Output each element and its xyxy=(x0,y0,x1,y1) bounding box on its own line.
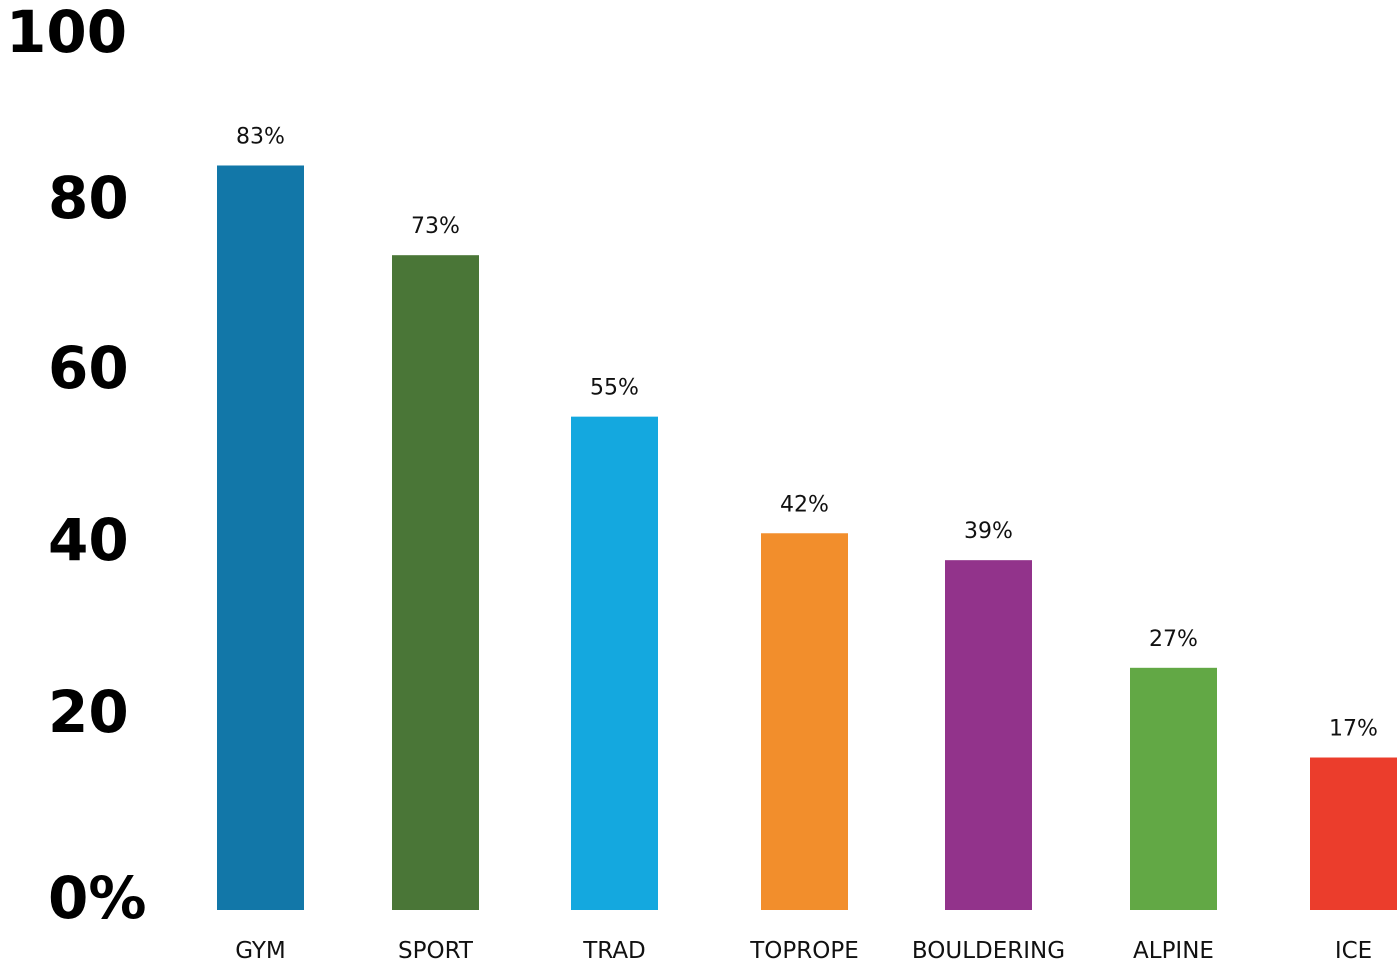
bar-bouldering xyxy=(945,560,1032,910)
x-tick-label: BOULDERING xyxy=(912,938,1065,962)
y-axis: 0% 20 40 60 80 100 xyxy=(6,0,146,932)
bar-sport xyxy=(392,255,479,910)
bar-ice xyxy=(1310,757,1397,910)
bar-gym xyxy=(217,165,304,911)
bar-toprope xyxy=(761,533,848,910)
data-label: 83% xyxy=(236,124,285,149)
y-tick-label: 20 xyxy=(48,678,129,746)
data-label: 55% xyxy=(590,376,639,401)
x-tick-label: ALPINE xyxy=(1133,938,1214,962)
x-tick-label: GYM xyxy=(235,938,286,962)
x-tick-label: ICE xyxy=(1335,938,1372,962)
data-label: 42% xyxy=(780,492,829,517)
bar-alpine xyxy=(1130,667,1217,910)
data-labels: 83% 73% 55% 42% 39% 27% 17% xyxy=(236,124,1378,741)
x-axis: GYM SPORT TRAD TOPROPE BOULDERING ALPINE ICE xyxy=(235,938,1372,962)
bars xyxy=(217,165,1397,911)
y-tick-label: 80 xyxy=(48,164,129,232)
x-tick-label: TRAD xyxy=(582,938,646,962)
x-tick-label: TOPROPE xyxy=(749,938,859,962)
y-tick-label: 0% xyxy=(48,864,146,932)
data-label: 73% xyxy=(411,214,460,239)
data-label: 27% xyxy=(1149,627,1198,652)
bar-trad xyxy=(571,416,658,910)
data-label: 39% xyxy=(964,519,1013,544)
y-tick-label: 40 xyxy=(48,506,129,574)
data-label: 17% xyxy=(1329,717,1378,742)
y-tick-label: 100 xyxy=(6,0,127,66)
x-tick-label: SPORT xyxy=(398,938,474,962)
y-tick-label: 60 xyxy=(48,334,129,402)
